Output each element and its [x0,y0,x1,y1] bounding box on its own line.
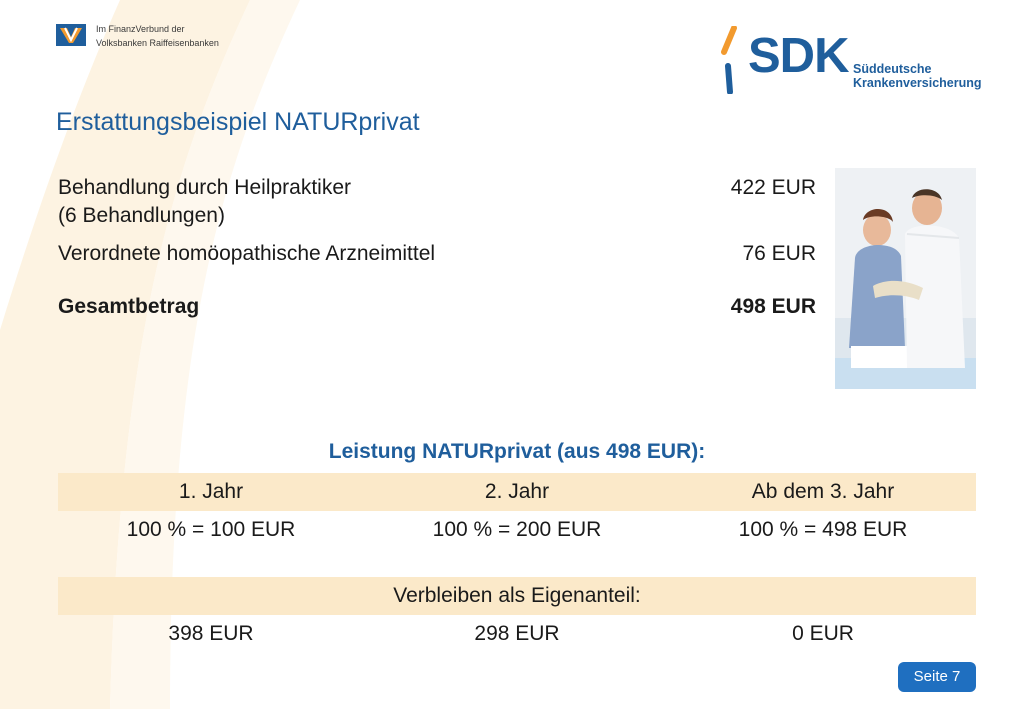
remaining-values-row: 398 EUR 298 EUR 0 EUR [58,615,976,653]
cost-row-heilpraktiker: Behandlung durch Heilpraktiker (6 Behand… [58,174,816,234]
cost-amount: 76 EUR [742,242,816,265]
cost-amount: 422 EUR [730,176,816,199]
benefit-value: 100 % = 498 EUR [738,518,908,541]
cost-label: Behandlung durch Heilpraktiker (6 Behand… [58,174,351,230]
sdk-wordmark: SDK [748,29,849,83]
remaining-label: Verbleiben als Eigenanteil: [393,584,641,607]
page-title: Erstattungsbeispiel NATURprivat [56,108,420,136]
year-header: Ab dem 3. Jahr [751,480,895,503]
vr-tagline-line2: Volksbanken Raiffeisenbanken [96,38,219,48]
total-amount: 498 EUR [730,295,816,318]
sdk-logo-mark [721,26,737,94]
benefit-value: 100 % = 200 EUR [432,518,602,541]
year-header: 1. Jahr [178,480,244,503]
year-header-row: 1. Jahr 2. Jahr Ab dem 3. Jahr [58,473,976,511]
vr-tagline: Im FinanzVerbund der Volksbanken Raiffei… [96,22,219,50]
sdk-subtitle-line1: Süddeutsche [853,62,932,76]
remaining-band [58,577,976,615]
sdk-subtitle: Süddeutsche Krankenversicherung [853,62,982,90]
cost-row-arzneimittel: Verordnete homöopathische Arzneimittel 7… [58,240,816,270]
cost-row-total: Gesamtbetrag 498 EUR [58,293,816,323]
cost-label: Verordnete homöopathische Arzneimittel [58,242,436,265]
year-header-band [58,473,976,511]
volksbank-logo [56,24,86,46]
remaining-value: 398 EUR [168,622,254,645]
benefit-value: 100 % = 100 EUR [126,518,296,541]
remaining-value: 0 EUR [792,622,854,645]
remaining-value: 298 EUR [474,622,560,645]
benefit-values-row: 100 % = 100 EUR 100 % = 200 EUR 100 % = … [58,511,976,549]
sdk-subtitle-line2: Krankenversicherung [853,76,982,90]
vr-tagline-line1: Im FinanzVerbund der [96,24,185,34]
benefits-title: Leistung NATURprivat (aus 498 EUR): [328,440,706,463]
page-number-badge: Seite 7 [898,662,976,692]
total-label: Gesamtbetrag [58,295,200,318]
year-header: 2. Jahr [484,480,550,503]
cost-label-main: Behandlung durch Heilpraktiker [58,176,352,199]
cost-label-sub: (6 Behandlungen) [58,204,225,227]
treatment-photo [835,168,976,389]
